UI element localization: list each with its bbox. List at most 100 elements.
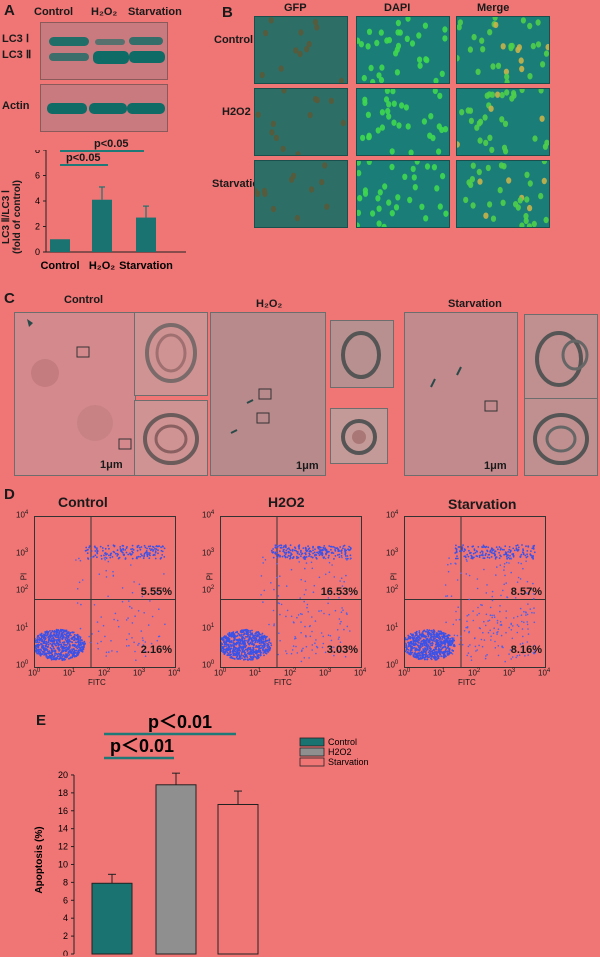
- a-bar: [50, 239, 70, 252]
- flow-plot-control: [34, 516, 176, 668]
- panel-a-ylabel-line2: (fold of control): [12, 180, 23, 254]
- d-title-starvation: Starvation: [448, 496, 517, 512]
- flow-lower-pct-h2o2: 3.03%: [326, 644, 358, 656]
- em-control-inset-bottom: [134, 400, 208, 476]
- em-starvation-inset-top: [524, 314, 598, 402]
- e-ytick-label: 2: [63, 931, 68, 941]
- flow-xtick-starvation-0: 100: [398, 668, 411, 678]
- flow-lower-pct-starvation: 8.16%: [510, 644, 542, 656]
- lc3-i-label: LC3 Ⅰ: [2, 33, 30, 45]
- a-ytick-label: 6: [35, 171, 40, 181]
- e-sig-label-top: p＜0.01: [148, 712, 212, 732]
- d-title-control: Control: [58, 494, 108, 510]
- flow-ytick-starvation-4: 104: [386, 510, 399, 520]
- actin-label: Actin: [2, 100, 30, 112]
- scale-bar-starvation: 1μm: [484, 460, 507, 472]
- b-tile-control-dapi: [356, 16, 450, 84]
- b-tile-starvation-merge: [456, 160, 550, 228]
- col-label-gfp: GFP: [284, 2, 307, 14]
- sig-line-a-bottom: [60, 164, 108, 166]
- sig-label-a-top: p<0.05: [94, 138, 129, 150]
- flow-xtick-control-3: 103: [133, 668, 146, 678]
- e-ytick-label: 20: [58, 770, 68, 780]
- e-ytick-label: 18: [58, 788, 68, 798]
- panel-b-label: B: [222, 4, 233, 21]
- c-title-control: Control: [64, 294, 104, 306]
- e-ytick-label: 14: [58, 824, 68, 834]
- em-h2o2-inset-top: [330, 320, 394, 388]
- e-ytick-label: 16: [58, 806, 68, 816]
- e-ylabel: Apoptosis (%): [34, 826, 45, 893]
- row-label-starvation: Starvation: [212, 178, 266, 190]
- row-label-h2o2: H2O2: [222, 106, 251, 118]
- flow-yaxis-h2o2: PI: [205, 572, 215, 581]
- flow-plot-h2o2: [220, 516, 362, 668]
- flow-ytick-starvation-3: 103: [386, 547, 399, 558]
- e-ytick-label: 4: [63, 913, 68, 923]
- c-title-starvation: Starvation: [448, 298, 502, 310]
- flow-xtick-starvation-3: 103: [503, 668, 516, 678]
- b-tile-h2o2-gfp: [254, 88, 348, 156]
- scale-bar-h2o2: 1μm: [296, 460, 319, 472]
- a-xtick-label: H₂O₂: [89, 260, 115, 272]
- e-ytick-label: 6: [63, 895, 68, 905]
- a-ytick-label: 0: [35, 247, 40, 257]
- em-h2o2-inset-bottom: [330, 408, 388, 464]
- flow-yaxis-starvation: PI: [389, 572, 399, 581]
- b-tile-h2o2-merge: [456, 88, 550, 156]
- em-h2o2-main: [210, 312, 326, 476]
- em-starvation-main: [404, 312, 518, 476]
- flow-xaxis-h2o2: FITC: [274, 678, 292, 687]
- em-control-inset-top: [134, 312, 208, 396]
- c-title-h2o2: H₂O₂: [256, 298, 283, 310]
- e-bar: [91, 882, 133, 955]
- panel-a-ylabel-line1: LC3 Ⅱ/LC3 Ⅰ: [1, 190, 12, 244]
- flow-xtick-h2o2-2: 102: [284, 668, 297, 678]
- lane-label-h2o2: H₂O₂: [91, 6, 118, 18]
- flow-xaxis-starvation: FITC: [458, 678, 476, 687]
- col-label-dapi: DAPI: [384, 2, 411, 14]
- sig-line-a-top: [60, 150, 144, 152]
- e-legend-swatch: [299, 747, 325, 757]
- panel-c-label: C: [4, 290, 15, 307]
- a-ytick-label: 2: [35, 222, 40, 232]
- flow-yaxis-control: PI: [19, 572, 29, 581]
- a-xtick-label: Starvation: [119, 260, 173, 272]
- e-legend-label: Control: [328, 737, 357, 747]
- flow-xtick-control-2: 102: [98, 668, 111, 678]
- e-legend-swatch: [299, 757, 325, 767]
- em-control-main: [14, 312, 136, 476]
- flow-xtick-control-1: 101: [63, 668, 76, 678]
- flow-xtick-h2o2-1: 101: [249, 668, 262, 678]
- col-label-merge: Merge: [477, 2, 510, 14]
- b-tile-starvation-gfp: [254, 160, 348, 228]
- e-legend-label: Starvation: [328, 757, 369, 767]
- flow-ytick-h2o2-0: 100: [202, 660, 215, 670]
- flow-xtick-control-4: 104: [168, 668, 181, 678]
- em-starvation-inset-bottom: [524, 398, 598, 476]
- e-legend-label: H2O2: [328, 747, 352, 757]
- flow-xtick-h2o2-0: 100: [214, 668, 227, 678]
- a-ytick-label: 8: [35, 150, 40, 155]
- lc3-blot: [40, 22, 168, 80]
- flow-ytick-starvation-2: 102: [386, 585, 399, 595]
- flow-ytick-starvation-1: 101: [386, 622, 399, 633]
- b-tile-starvation-dapi: [356, 160, 450, 228]
- a-ytick-label: 4: [35, 196, 40, 206]
- e-bar: [155, 784, 197, 955]
- lane-label-starvation: Starvation: [128, 6, 182, 18]
- lane-label-control: Control: [34, 6, 74, 18]
- e-ytick-label: 0: [63, 949, 68, 956]
- e-ytick-label: 8: [63, 877, 68, 887]
- b-tile-control-merge: [456, 16, 550, 84]
- flow-upper-pct-starvation: 8.57%: [510, 586, 542, 598]
- panel-e-label: E: [36, 712, 47, 729]
- flow-xtick-starvation-1: 101: [433, 668, 446, 678]
- flow-ytick-control-1: 101: [16, 622, 29, 633]
- flow-upper-pct-control: 5.55%: [140, 586, 172, 598]
- e-sig-label-bottom: p＜0.01: [110, 736, 174, 756]
- scale-bar-control: 1μm: [100, 459, 123, 471]
- b-tile-h2o2-dapi: [356, 88, 450, 156]
- lc3-ii-label: LC3 Ⅱ: [2, 49, 32, 61]
